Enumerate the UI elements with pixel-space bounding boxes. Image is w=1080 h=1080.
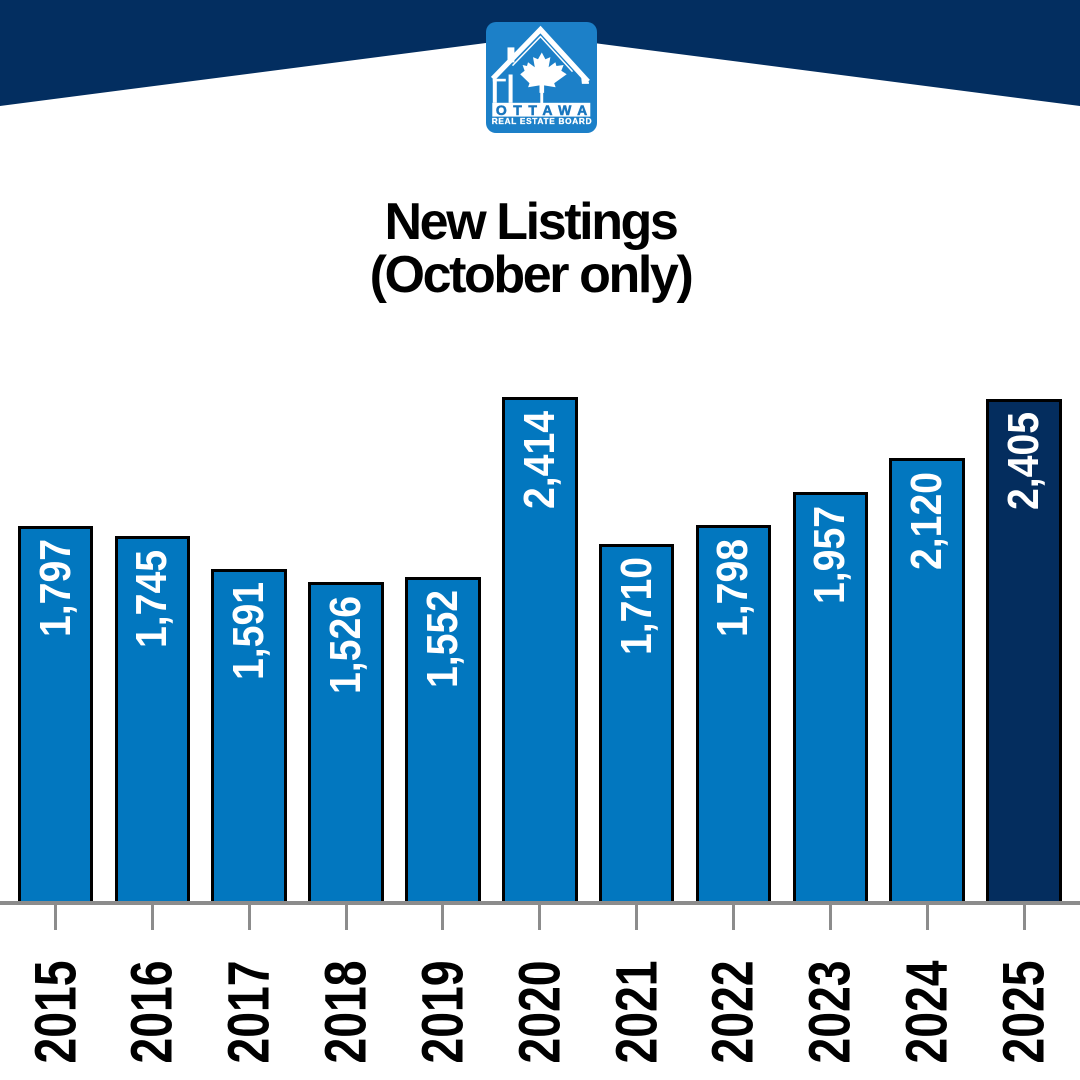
svg-text:REAL ESTATE BOARD: REAL ESTATE BOARD — [492, 117, 593, 126]
svg-text:OTTAWA: OTTAWA — [496, 102, 594, 118]
